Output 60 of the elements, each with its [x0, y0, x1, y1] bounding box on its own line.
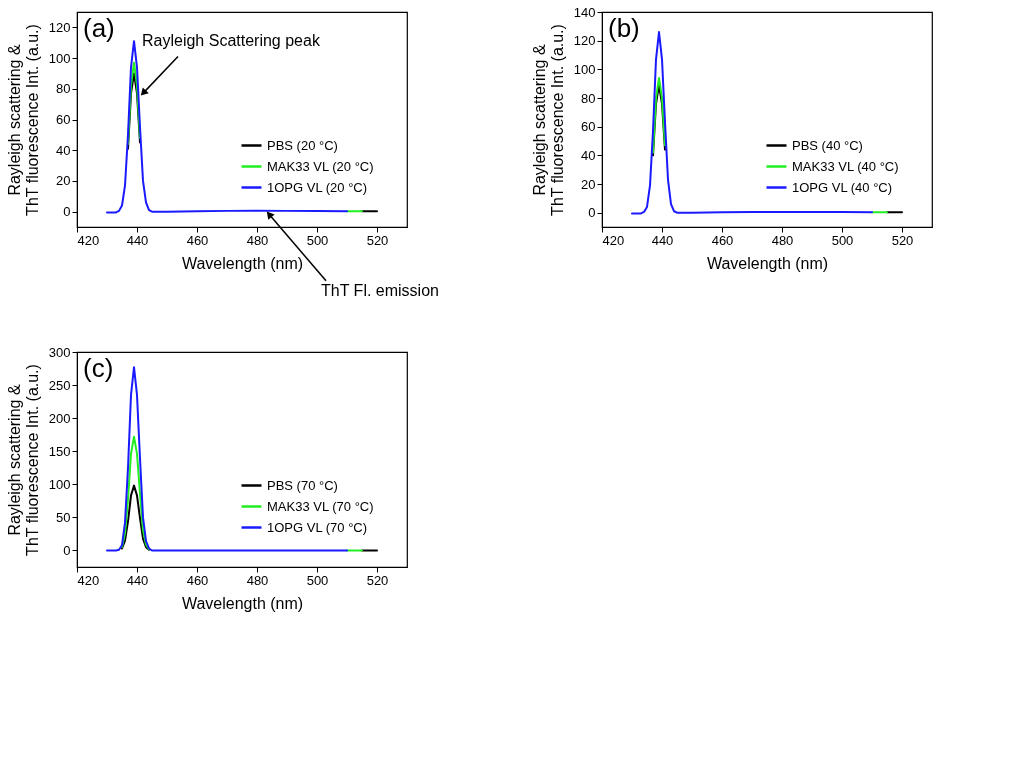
y-tick-label: 50: [56, 509, 71, 525]
chart-title: (a): [83, 13, 115, 43]
x-tick-label: 520: [366, 572, 389, 588]
y-axis-title: Rayleigh scattering & ThT fluorescence Int. (a.u.): [530, 24, 566, 216]
x-tick-label: 440: [651, 232, 674, 248]
x-tick-label: 500: [831, 232, 854, 248]
y-tick-label: 20: [581, 176, 596, 192]
x-tick-label: 440: [126, 232, 149, 248]
x-tick-label: 420: [77, 572, 100, 588]
y-axis-title: Rayleigh scattering & ThT fluorescence Int. (a.u.): [5, 24, 41, 216]
x-tick-label: 480: [771, 232, 794, 248]
annotation: Rayleigh Scattering peak: [142, 32, 321, 50]
y-tick-label: 0: [588, 205, 596, 221]
x-tick-label: 440: [126, 572, 149, 588]
y-tick-label: 150: [48, 443, 71, 459]
legend-label: PBS (70 °C): [267, 477, 338, 493]
legend-label: 1OPG VL (70 °C): [267, 519, 368, 535]
y-tick-label: 200: [48, 410, 71, 426]
x-tick-label: 500: [306, 232, 329, 248]
y-tick-label: 0: [63, 542, 71, 558]
chart-title: (b): [608, 13, 640, 43]
y-tick-label: 0: [63, 204, 71, 220]
x-tick-label: 480: [246, 572, 269, 588]
x-tick-label: 480: [246, 232, 269, 248]
x-tick-label: 460: [186, 232, 209, 248]
legend-label: MAK33 VL (20 °C): [267, 158, 374, 174]
annotation: ThT Fl. emission: [321, 281, 439, 299]
legend-label: MAK33 VL (70 °C): [267, 498, 374, 514]
x-tick-label: 420: [77, 232, 100, 248]
legend-label: PBS (20 °C): [267, 137, 338, 153]
x-axis-title: Wavelength (nm): [706, 254, 829, 272]
x-tick-label: 520: [366, 232, 389, 248]
chart-title: (c): [83, 353, 114, 383]
x-tick-label: 420: [602, 232, 625, 248]
y-tick-label: 60: [581, 119, 596, 135]
legend-label: 1OPG VL (40 °C): [792, 179, 893, 195]
y-tick-label: 40: [56, 142, 71, 158]
y-tick-label: 60: [56, 112, 71, 127]
y-tick-label: 80: [56, 81, 71, 97]
x-tick-label: 460: [711, 232, 734, 248]
y-tick-label: 40: [581, 147, 596, 163]
y-tick-label: 80: [581, 90, 596, 106]
legend-label: MAK33 VL (40 °C): [792, 158, 899, 174]
y-tick-label: 20: [56, 173, 71, 189]
x-axis-title: Wavelength (nm): [181, 254, 304, 272]
x-tick-label: 460: [186, 572, 209, 588]
y-tick-label: 100: [48, 50, 71, 66]
y-tick-label: 100: [48, 476, 71, 492]
y-tick-label: 300: [48, 344, 71, 360]
legend-label: PBS (40 °C): [792, 137, 863, 153]
y-axis-title: Rayleigh scattering & ThT fluorescence Int. (a.u.): [5, 364, 41, 556]
x-axis-title: Wavelength (nm): [181, 594, 304, 612]
x-tick-label: 520: [891, 232, 914, 248]
y-tick-label: 250: [48, 377, 71, 393]
y-tick-label: 100: [573, 61, 596, 77]
y-tick-label: 120: [573, 33, 596, 49]
x-tick-label: 500: [306, 572, 329, 588]
y-tick-label: 120: [48, 19, 71, 35]
legend-label: 1OPG VL (20 °C): [267, 179, 368, 195]
y-tick-label: 140: [573, 4, 596, 20]
